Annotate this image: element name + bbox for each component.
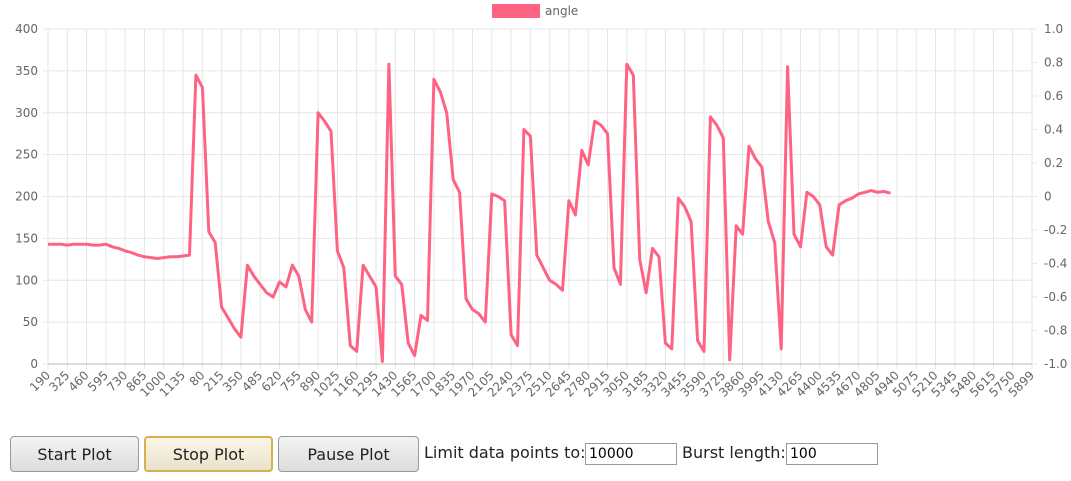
y-tick-label: 100 xyxy=(15,273,38,287)
y-tick-label: 200 xyxy=(15,190,38,204)
burst-input[interactable] xyxy=(786,443,878,465)
y-tick-label: 350 xyxy=(15,64,38,78)
legend-label: angle xyxy=(545,4,578,18)
burst-label: Burst length: xyxy=(682,443,786,462)
y-tick-label: 250 xyxy=(15,148,38,162)
pause-button[interactable]: Pause Plot xyxy=(278,436,419,472)
y-tick-label: 150 xyxy=(15,231,38,245)
legend-swatch xyxy=(492,4,540,18)
limit-input[interactable] xyxy=(585,443,677,465)
start-button[interactable]: Start Plot xyxy=(10,436,139,472)
y2-tick-label: -1.0 xyxy=(1044,357,1067,371)
y-tick-label: 0 xyxy=(30,357,38,371)
y2-tick-label: 1.0 xyxy=(1044,22,1063,36)
stop-button[interactable]: Stop Plot xyxy=(144,436,273,472)
y-tick-label: 400 xyxy=(15,22,38,36)
limit-label: Limit data points to: xyxy=(424,443,586,462)
y2-tick-label: 0.4 xyxy=(1044,123,1063,137)
y2-tick-label: -0.8 xyxy=(1044,324,1067,338)
y-tick-label: 50 xyxy=(23,315,38,329)
y2-tick-label: 0.6 xyxy=(1044,89,1063,103)
y2-tick-label: -0.2 xyxy=(1044,223,1067,237)
y2-tick-label: 0.8 xyxy=(1044,56,1063,70)
y2-tick-label: -0.6 xyxy=(1044,290,1067,304)
data-line xyxy=(48,62,891,363)
y2-tick-label: 0 xyxy=(1044,190,1052,204)
y-tick-label: 300 xyxy=(15,106,38,120)
y2-tick-label: 0.2 xyxy=(1044,156,1063,170)
chart: 0 50 100 150 200 250 300 350 400 -1.0 -0.8 -0.6 -0.4… xyxy=(15,4,1067,400)
y2-tick-label: -0.4 xyxy=(1044,257,1067,271)
